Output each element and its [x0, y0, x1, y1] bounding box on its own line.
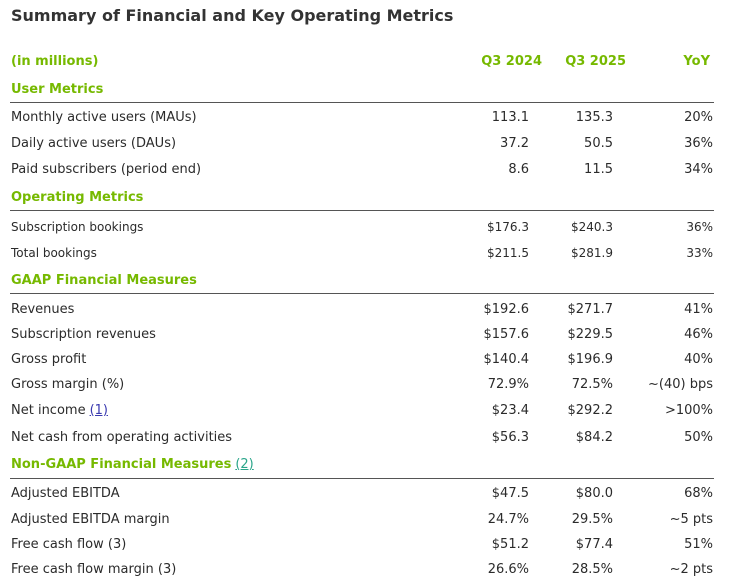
value-q3-2024: 72.9%: [487, 377, 529, 392]
units-label: (in millions): [11, 54, 99, 69]
section-divider: [10, 293, 714, 294]
value-q3-2025: $77.4: [575, 537, 613, 552]
value-q3-2025: $229.5: [567, 327, 614, 342]
value-q3-2024: $192.6: [483, 302, 530, 317]
page-title: Summary of Financial and Key Operating M…: [11, 6, 454, 25]
value-q3-2024: 113.1: [491, 110, 529, 125]
value-q3-2024: $47.5: [491, 486, 529, 501]
value-yoy: 20%: [684, 110, 713, 125]
value-q3-2024: $23.4: [491, 403, 529, 418]
table-row: Monthly active users (MAUs) 113.1 135.3 …: [11, 110, 713, 130]
value-q3-2025: $292.2: [567, 403, 614, 418]
value-q3-2025: $196.9: [567, 352, 614, 367]
row-label: Revenues: [11, 302, 75, 317]
table-row: Net income (1) $23.4 $292.2 >100%: [11, 403, 713, 423]
row-label: Subscription revenues: [11, 327, 156, 342]
value-q3-2024: $56.3: [491, 430, 529, 445]
table-row: Daily active users (DAUs) 37.2 50.5 36%: [11, 136, 713, 156]
value-yoy: 40%: [684, 352, 713, 367]
value-q3-2024: $211.5: [487, 246, 529, 260]
table-row: Revenues $192.6 $271.7 41%: [11, 302, 713, 322]
value-q3-2025: $271.7: [567, 302, 614, 317]
section-divider: [10, 102, 714, 103]
value-yoy: 51%: [684, 537, 713, 552]
section-title-non-gaap-measures: Non-GAAP Financial Measures (2): [11, 457, 713, 472]
value-q3-2024: $140.4: [483, 352, 530, 367]
table-row: Net cash from operating activities $56.3…: [11, 430, 713, 450]
value-q3-2025: $240.3: [571, 220, 613, 234]
section-title-user-metrics: User Metrics: [11, 82, 104, 97]
row-label: Gross profit: [11, 352, 87, 367]
column-header-row: (in millions) Q3 2024 Q3 2025 YoY: [11, 54, 713, 72]
row-label: Subscription bookings: [11, 220, 144, 234]
row-label: Free cash flow margin (3): [11, 562, 177, 577]
row-label: Gross margin (%): [11, 377, 125, 392]
value-yoy: 68%: [684, 486, 713, 501]
value-q3-2025: $80.0: [575, 486, 613, 501]
value-q3-2024: 8.6: [508, 162, 529, 177]
row-label: Adjusted EBITDA: [11, 486, 120, 501]
column-header-yoy: YoY: [683, 54, 710, 69]
table-row: Subscription bookings $176.3 $240.3 36%: [11, 220, 713, 240]
row-label: Free cash flow (3): [11, 537, 127, 552]
section-title-operating-metrics: Operating Metrics: [11, 190, 144, 205]
column-header-q3-2024: Q3 2024: [481, 54, 542, 69]
row-label: Paid subscribers (period end): [11, 162, 202, 177]
value-q3-2025: 72.5%: [571, 377, 613, 392]
value-yoy: >100%: [664, 403, 713, 418]
table-row: Total bookings $211.5 $281.9 33%: [11, 246, 713, 266]
value-q3-2025: $281.9: [571, 246, 613, 260]
section-title-text: Non-GAAP Financial Measures: [11, 457, 232, 472]
section-divider: [10, 478, 714, 479]
value-q3-2025: 29.5%: [571, 512, 613, 527]
value-q3-2025: 135.3: [575, 110, 613, 125]
value-q3-2025: 28.5%: [571, 562, 613, 577]
table-row: Adjusted EBITDA $47.5 $80.0 68%: [11, 486, 713, 506]
column-header-q3-2025: Q3 2025: [565, 54, 626, 69]
value-q3-2024: 26.6%: [487, 562, 529, 577]
section-title-gaap-measures: GAAP Financial Measures: [11, 273, 197, 288]
value-yoy: 46%: [684, 327, 713, 342]
row-label: Net cash from operating activities: [11, 430, 233, 445]
row-label: Monthly active users (MAUs): [11, 110, 197, 125]
value-yoy: ~(40) bps: [648, 377, 713, 392]
row-label: Adjusted EBITDA margin: [11, 512, 170, 527]
value-q3-2024: $157.6: [483, 327, 530, 342]
value-q3-2025: 50.5: [584, 136, 613, 151]
value-yoy: 34%: [684, 162, 713, 177]
value-q3-2025: $84.2: [575, 430, 613, 445]
value-q3-2025: 11.5: [584, 162, 613, 177]
table-row: Paid subscribers (period end) 8.6 11.5 3…: [11, 162, 713, 182]
value-q3-2024: $51.2: [491, 537, 529, 552]
table-row: Free cash flow margin (3) 26.6% 28.5% ~2…: [11, 562, 713, 582]
row-label: Net income: [11, 403, 86, 418]
footnote-link-1[interactable]: (1): [89, 403, 108, 418]
value-yoy: 33%: [686, 246, 713, 260]
value-yoy: 36%: [684, 136, 713, 151]
value-yoy: 41%: [684, 302, 713, 317]
value-q3-2024: 37.2: [500, 136, 529, 151]
row-label: Total bookings: [11, 246, 97, 260]
table-row: Free cash flow (3) $51.2 $77.4 51%: [11, 537, 713, 557]
row-label: Daily active users (DAUs): [11, 136, 177, 151]
value-yoy: ~5 pts: [669, 512, 713, 527]
table-row: Subscription revenues $157.6 $229.5 46%: [11, 327, 713, 347]
footnote-link-2[interactable]: (2): [235, 457, 254, 472]
table-row: Gross profit $140.4 $196.9 40%: [11, 352, 713, 372]
value-yoy: ~2 pts: [669, 562, 713, 577]
row-label-with-footnote: Net income (1): [11, 403, 108, 418]
table-row: Gross margin (%) 72.9% 72.5% ~(40) bps: [11, 377, 713, 397]
section-divider: [10, 210, 714, 211]
value-yoy: 50%: [684, 430, 713, 445]
value-q3-2024: 24.7%: [487, 512, 529, 527]
value-yoy: 36%: [686, 220, 713, 234]
table-row: Adjusted EBITDA margin 24.7% 29.5% ~5 pt…: [11, 512, 713, 532]
value-q3-2024: $176.3: [487, 220, 529, 234]
